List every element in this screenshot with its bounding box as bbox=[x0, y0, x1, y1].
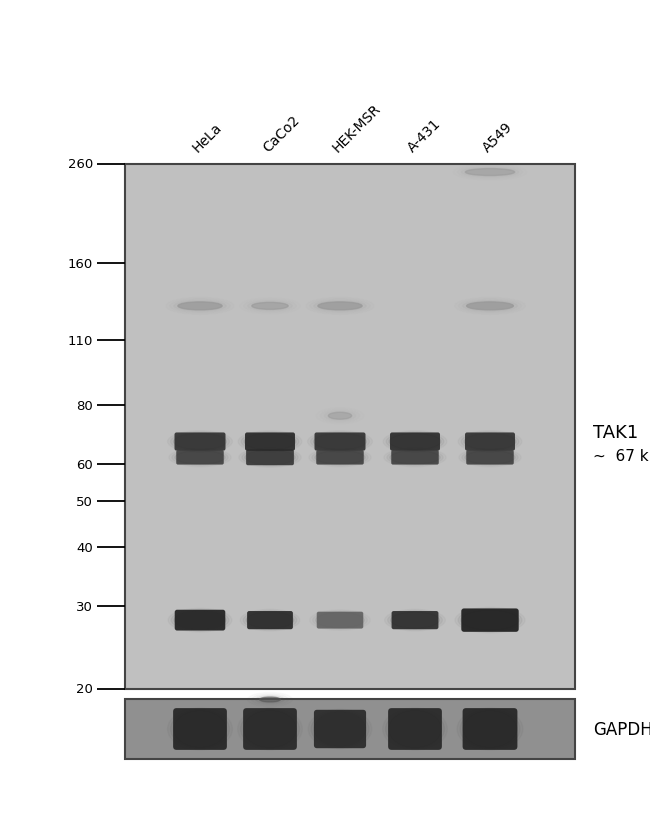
Ellipse shape bbox=[246, 612, 294, 629]
Text: A-431: A-431 bbox=[405, 116, 444, 155]
Text: 40: 40 bbox=[76, 541, 93, 554]
Ellipse shape bbox=[174, 301, 226, 312]
Ellipse shape bbox=[464, 434, 516, 450]
Ellipse shape bbox=[315, 451, 365, 464]
Ellipse shape bbox=[324, 411, 356, 421]
FancyBboxPatch shape bbox=[175, 610, 226, 631]
Ellipse shape bbox=[259, 697, 280, 702]
FancyBboxPatch shape bbox=[465, 433, 515, 451]
Ellipse shape bbox=[465, 170, 515, 176]
Bar bbox=[125, 699, 575, 759]
Text: A549: A549 bbox=[480, 120, 515, 155]
Ellipse shape bbox=[178, 302, 222, 310]
Text: GAPDH: GAPDH bbox=[593, 720, 650, 738]
Text: 20: 20 bbox=[76, 683, 93, 695]
Text: 60: 60 bbox=[76, 458, 93, 471]
Text: 80: 80 bbox=[76, 399, 93, 412]
Ellipse shape bbox=[244, 434, 296, 450]
Text: 30: 30 bbox=[76, 600, 93, 613]
Text: ~  67 kDa: ~ 67 kDa bbox=[593, 449, 650, 464]
Ellipse shape bbox=[318, 302, 362, 310]
Text: 260: 260 bbox=[68, 158, 93, 171]
Text: 50: 50 bbox=[76, 495, 93, 509]
Ellipse shape bbox=[391, 612, 439, 629]
Ellipse shape bbox=[313, 434, 367, 450]
FancyBboxPatch shape bbox=[462, 609, 519, 632]
Ellipse shape bbox=[314, 301, 366, 312]
Ellipse shape bbox=[389, 710, 441, 748]
Ellipse shape bbox=[314, 712, 366, 746]
Ellipse shape bbox=[244, 710, 296, 748]
FancyBboxPatch shape bbox=[317, 450, 364, 465]
Ellipse shape bbox=[316, 613, 364, 628]
FancyBboxPatch shape bbox=[247, 611, 293, 630]
Text: HEK-MSR: HEK-MSR bbox=[330, 102, 383, 155]
Ellipse shape bbox=[467, 302, 514, 310]
FancyBboxPatch shape bbox=[176, 450, 224, 465]
FancyBboxPatch shape bbox=[390, 433, 440, 451]
Text: 160: 160 bbox=[68, 257, 93, 270]
FancyBboxPatch shape bbox=[246, 450, 294, 466]
Ellipse shape bbox=[463, 301, 517, 312]
FancyBboxPatch shape bbox=[391, 450, 439, 465]
Ellipse shape bbox=[252, 303, 288, 310]
Ellipse shape bbox=[390, 451, 440, 464]
Text: CaCo2: CaCo2 bbox=[260, 113, 302, 155]
Ellipse shape bbox=[174, 710, 226, 748]
FancyBboxPatch shape bbox=[315, 433, 365, 451]
FancyBboxPatch shape bbox=[466, 450, 514, 465]
Text: TAK1: TAK1 bbox=[593, 423, 638, 441]
Ellipse shape bbox=[255, 695, 285, 704]
FancyBboxPatch shape bbox=[314, 710, 366, 749]
FancyBboxPatch shape bbox=[243, 708, 297, 750]
Ellipse shape bbox=[248, 301, 292, 311]
Ellipse shape bbox=[174, 611, 226, 630]
Text: HeLa: HeLa bbox=[190, 120, 225, 155]
FancyBboxPatch shape bbox=[388, 708, 442, 750]
Ellipse shape bbox=[175, 451, 225, 464]
Text: 110: 110 bbox=[68, 334, 93, 347]
Ellipse shape bbox=[465, 451, 515, 464]
FancyBboxPatch shape bbox=[391, 611, 438, 630]
Ellipse shape bbox=[245, 450, 295, 465]
Ellipse shape bbox=[461, 610, 519, 631]
FancyBboxPatch shape bbox=[317, 612, 363, 629]
FancyBboxPatch shape bbox=[245, 433, 295, 451]
FancyBboxPatch shape bbox=[173, 708, 227, 750]
FancyBboxPatch shape bbox=[463, 708, 517, 750]
Ellipse shape bbox=[174, 434, 226, 450]
Ellipse shape bbox=[462, 168, 519, 178]
FancyBboxPatch shape bbox=[174, 433, 226, 451]
Bar bbox=[125, 165, 575, 689]
Ellipse shape bbox=[463, 710, 517, 748]
Ellipse shape bbox=[389, 434, 441, 450]
Ellipse shape bbox=[328, 413, 352, 419]
